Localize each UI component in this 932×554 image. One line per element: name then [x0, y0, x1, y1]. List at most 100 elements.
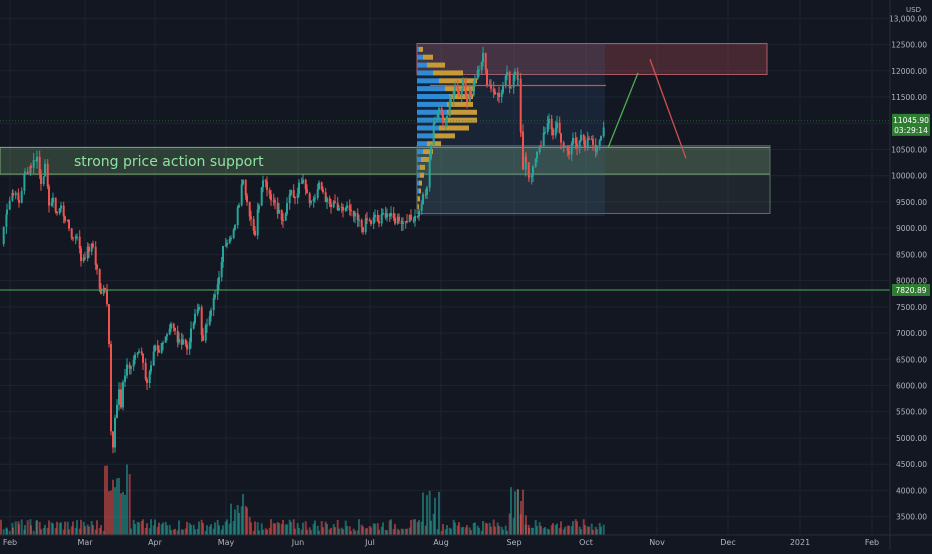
candle-body	[266, 181, 268, 191]
volume-bar	[346, 525, 348, 535]
volume-bar	[414, 519, 416, 535]
candle-body	[138, 351, 140, 353]
volume-bar	[212, 528, 215, 535]
volume-bar	[198, 521, 200, 535]
volume-bar	[426, 495, 428, 535]
volume-bar	[210, 524, 212, 535]
volume-bar	[2, 529, 5, 535]
y-tick-label: 7500.00	[896, 303, 927, 312]
candle-body	[124, 375, 126, 382]
candle-body	[72, 237, 74, 239]
candle-body	[150, 365, 152, 372]
volume-bar	[276, 522, 279, 535]
candle-body	[324, 192, 327, 203]
volume-bar	[316, 525, 319, 535]
volume-bar	[202, 523, 204, 535]
candle-body	[172, 323, 175, 328]
volume-bar	[600, 526, 602, 535]
candle-body	[118, 389, 120, 405]
volume-bar	[494, 526, 496, 535]
volume-bar	[208, 526, 211, 535]
volume-bar	[372, 523, 375, 535]
candle-body	[452, 90, 455, 100]
candle-body	[116, 404, 118, 418]
profile-bar-gold	[418, 204, 419, 210]
candle-body	[480, 62, 483, 70]
candle-body	[168, 328, 171, 335]
candle-body	[474, 78, 476, 83]
candle-body	[130, 366, 132, 369]
candle-body	[426, 187, 428, 195]
candle-body	[450, 99, 452, 103]
candle-body	[362, 227, 364, 233]
volume-bar	[386, 530, 388, 535]
volume-bar	[68, 529, 70, 535]
candle-body	[302, 179, 304, 184]
volume-bar	[324, 521, 327, 535]
candle-body	[20, 190, 23, 203]
y-tick-label: 5500.00	[896, 408, 927, 417]
candle-body	[598, 140, 601, 146]
volume-bar	[60, 522, 62, 535]
volume-bar	[278, 523, 280, 535]
candle-body	[298, 182, 300, 194]
volume-bar	[496, 522, 499, 535]
volume-bar	[220, 529, 223, 535]
candle-body	[540, 145, 542, 147]
candle-body	[404, 221, 407, 223]
volume-bar	[182, 529, 184, 535]
volume-bar	[394, 524, 396, 535]
candle-body	[586, 138, 589, 148]
volume-bar	[64, 521, 66, 535]
candle-body	[202, 335, 204, 341]
candle-body	[274, 200, 276, 203]
profile-bar-gold	[418, 196, 420, 202]
y-tick-label: 3500.00	[896, 513, 927, 522]
candle-body	[282, 219, 284, 221]
candle-body	[350, 209, 352, 212]
volume-bar	[486, 523, 488, 535]
volume-bar	[352, 528, 355, 535]
candle-body	[600, 136, 602, 141]
candle-body	[54, 197, 57, 212]
volume-bar	[458, 522, 460, 535]
candle-body	[78, 236, 81, 249]
candle-body	[440, 108, 443, 115]
candle-body	[276, 202, 279, 214]
candle-body	[536, 151, 538, 159]
volume-bar	[392, 529, 395, 535]
candle-body	[430, 145, 432, 159]
candle-body	[264, 180, 267, 182]
x-tick-label: Sep	[506, 538, 521, 547]
volume-bar	[44, 524, 46, 535]
candle-body	[320, 182, 323, 190]
y-tick-label: 6000.00	[896, 382, 927, 391]
volume-bar	[354, 530, 356, 535]
volume-bar	[226, 519, 228, 535]
volume-bar	[508, 513, 511, 535]
candle-body	[162, 342, 164, 344]
candle-body	[406, 221, 408, 223]
volume-bar	[368, 525, 371, 535]
candle-body	[18, 200, 20, 203]
volume-bar	[58, 523, 61, 535]
volume-bar	[38, 521, 41, 535]
volume-bar	[370, 527, 372, 535]
volume-bar	[388, 520, 391, 535]
candle-body	[584, 140, 586, 148]
volume-bar	[270, 519, 272, 535]
profile-bar-blue	[417, 196, 418, 202]
candle-body	[96, 264, 98, 270]
candle-body	[348, 205, 351, 210]
candle-body	[50, 202, 53, 206]
candle-body	[308, 193, 311, 203]
candle-body	[412, 220, 415, 222]
candle-body	[330, 203, 332, 208]
volume-bar	[24, 525, 26, 535]
volume-bar	[94, 529, 97, 535]
currency-label: USD	[906, 6, 921, 14]
candle-body	[218, 277, 220, 285]
candle-body	[476, 70, 479, 79]
volume-bar	[528, 527, 530, 535]
candle-body	[140, 351, 143, 354]
